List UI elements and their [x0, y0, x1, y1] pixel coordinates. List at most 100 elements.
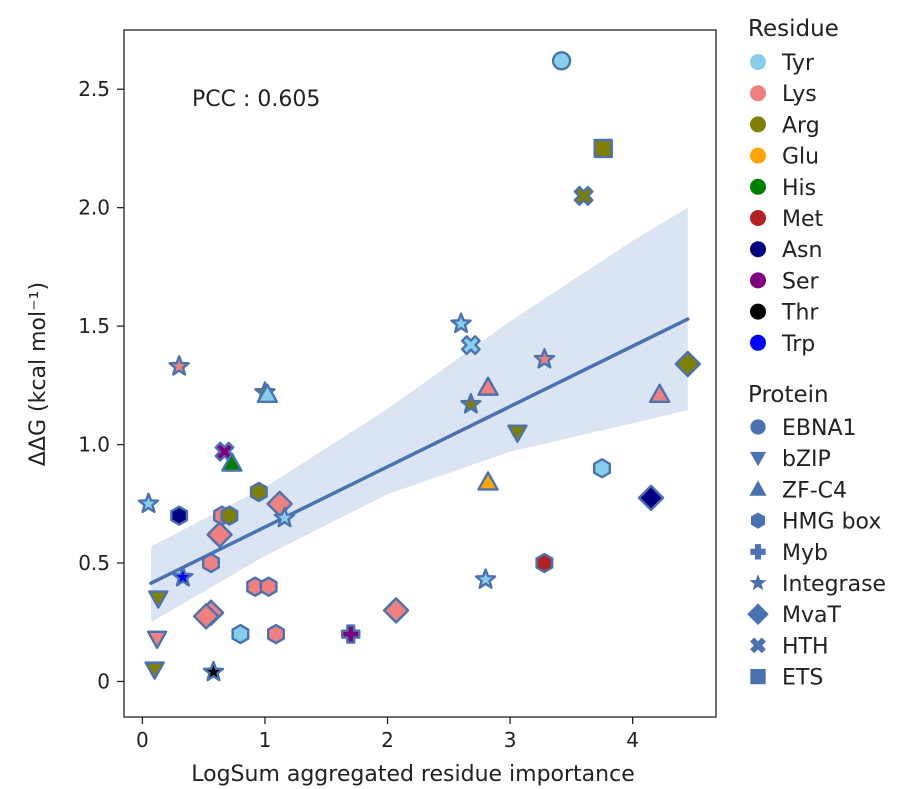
legend-protein-label-ebna1: EBNA1: [782, 416, 857, 441]
point-integrase-tyr-30: [474, 568, 497, 589]
point-mvat-lys-34: [382, 597, 410, 624]
point-integrase-lys-7: [168, 355, 190, 376]
point-hmg-box-tyr-37: [231, 623, 250, 645]
legend-protein-label-zf-c4: ZF-C4: [782, 478, 847, 503]
legend-residue-label-tyr: Tyr: [781, 51, 815, 76]
y-tick-label-2: 1.0: [78, 433, 110, 457]
point-integrase-trp-29: [172, 566, 194, 587]
y-tick-label-3: 1.5: [78, 314, 110, 338]
pcc-annotation: PCC : 0.605: [192, 87, 320, 112]
legend-residue-marker-met: [750, 210, 766, 226]
legend-residue-label-asn: Asn: [782, 238, 822, 263]
legend-protein-marker-hmg-box: [750, 512, 766, 529]
legend-protein-marker-hth: [750, 637, 766, 654]
legend: Residue Tyr Lys Arg Glu His Met Asn Ser Thr Trp Pro…: [747, 16, 886, 691]
y-tick-label-5: 2.5: [78, 77, 110, 101]
point-hmg-box-asn-22: [170, 505, 189, 526]
point-hmg-box-arg-18: [249, 481, 268, 503]
legend-residue-marker-tyr: [750, 54, 766, 70]
y-tick-label-4: 2.0: [78, 196, 110, 220]
axis-ticks-layer: 0 1 2 3 4 0 0.5 1.0 1.5 2.0 2.5: [78, 77, 639, 752]
regression-line: [149, 317, 690, 585]
x-axis-title: LogSum aggregated residue importance: [191, 762, 635, 787]
point-mvat-asn-19: [637, 484, 665, 512]
y-axis-title: ΔΔG (kcal mol⁻¹): [26, 282, 51, 466]
point-mvat-lys-26: [206, 521, 233, 548]
point-integrase-arg-12: [460, 393, 482, 414]
y-tick-label-1: 0.5: [78, 551, 110, 575]
point-integrase-lys-5: [533, 348, 556, 369]
legend-residue-marker-ser: [750, 272, 766, 289]
legend-residue-marker-thr: [750, 303, 766, 320]
x-tick-label-4: 4: [626, 728, 639, 752]
regression-line-layer: [149, 317, 690, 585]
legend-residue-label-lys: Lys: [782, 82, 817, 107]
x-tick-label-0: 0: [136, 728, 149, 752]
legend-protein-marker-myb: [750, 544, 766, 560]
point-zf-c4-glu-17: [477, 471, 499, 491]
x-tick-label-3: 3: [504, 728, 517, 752]
legend-protein-label-hth: HTH: [782, 634, 829, 659]
point-mvat-lys-36: [192, 603, 220, 630]
confidence-band-layer: [151, 207, 688, 623]
point-hth-ser-14: [214, 441, 235, 462]
legend-residue-marker-trp: [750, 334, 766, 351]
legend-residue-marker-glu: [750, 147, 766, 164]
legend-protein-label-myb: Myb: [782, 541, 828, 566]
point-hmg-box-arg-24: [220, 505, 239, 526]
point-integrase-tyr-25: [273, 506, 296, 528]
y-tick-label-0: 0: [97, 669, 110, 693]
point-ebna1-tyr-0: [551, 51, 572, 71]
legend-protein-marker-zf-c4: [749, 480, 767, 496]
confidence-band: [151, 207, 688, 623]
point-zf-c4-tyr-10: [256, 383, 279, 404]
legend-protein-label-hmg-box: HMG box: [782, 510, 881, 535]
legend-protein-marker-mvat: [747, 603, 769, 625]
legend-protein-title: Protein: [748, 382, 829, 408]
legend-residue-title: Residue: [748, 16, 839, 42]
point-integrase-thr-42: [202, 660, 225, 682]
legend-protein-marker-bzip: [749, 451, 767, 467]
point-hmg-box-lys-27: [202, 552, 221, 574]
legend-residue-label-arg: Arg: [782, 113, 820, 138]
x-tick-label-1: 1: [259, 728, 272, 752]
legend-protein-marker-ets: [750, 668, 766, 685]
points-layer: [137, 51, 702, 682]
legend-protein-label-mvat: MvaT: [782, 603, 841, 628]
point-hmg-box-tyr-16: [593, 458, 612, 479]
point-mvat-arg-6: [674, 350, 702, 378]
legend-protein-marker-ebna1: [750, 419, 766, 435]
legend-protein-label-integrase: Integrase: [782, 572, 886, 597]
point-ets-arg-1: [593, 138, 613, 159]
legend-protein-label-ets: ETS: [782, 666, 823, 691]
point-zf-c4-lys-11: [648, 383, 671, 404]
point-myb-ser-39: [341, 624, 361, 644]
point-zf-c4-lys-8: [477, 376, 499, 396]
point-bzip-arg-33: [148, 590, 169, 609]
legend-residue-label-trp: Trp: [781, 332, 815, 357]
point-integrase-tyr-21: [137, 492, 160, 514]
legend-residue-marker-his: [750, 178, 766, 195]
point-bzip-arg-13: [507, 424, 528, 443]
plot-frame: [123, 29, 717, 718]
point-hmg-box-met-28: [535, 552, 554, 574]
point-hth-tyr-4: [460, 335, 481, 356]
legend-residue-marker-asn: [750, 241, 766, 258]
point-bzip-arg-41: [144, 661, 165, 680]
legend-residue-marker-arg: [750, 116, 766, 133]
x-tick-label-2: 2: [381, 728, 394, 752]
legend-protein-label-bzip: bZIP: [782, 447, 831, 472]
legend-residue-label-thr: Thr: [781, 301, 819, 326]
point-hth-arg-2: [573, 185, 594, 206]
point-bzip-lys-40: [146, 630, 168, 650]
legend-protein-marker-integrase: [749, 574, 767, 591]
legend-residue-label-ser: Ser: [782, 269, 820, 294]
legend-residue-label-met: Met: [782, 207, 824, 232]
legend-residue-label-his: His: [782, 176, 816, 201]
point-integrase-tyr-3: [450, 312, 472, 334]
point-hmg-box-lys-38: [266, 623, 285, 645]
legend-residue-marker-lys: [750, 85, 766, 102]
legend-residue-label-glu: Glu: [782, 145, 819, 170]
point-zf-c4-his-15: [221, 452, 243, 472]
